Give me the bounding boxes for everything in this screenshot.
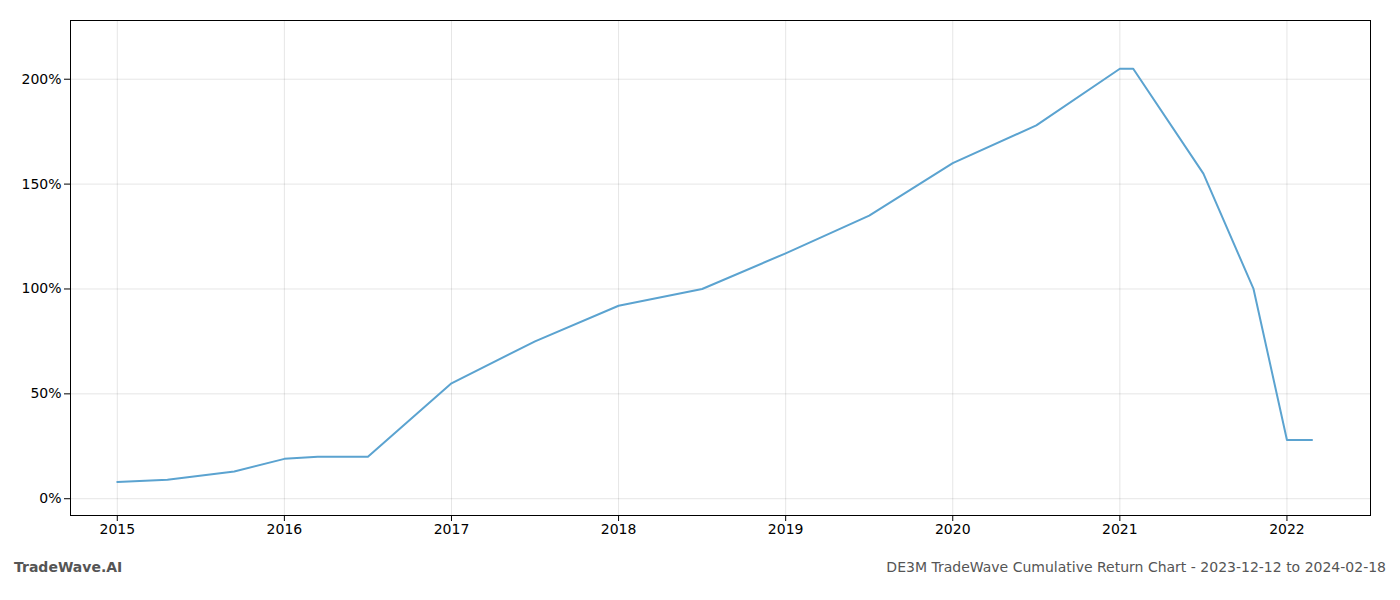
svg-text:2018: 2018 [601, 521, 637, 537]
svg-text:2021: 2021 [1102, 521, 1138, 537]
svg-text:0%: 0% [39, 490, 61, 506]
svg-text:2016: 2016 [267, 521, 303, 537]
svg-text:2015: 2015 [99, 521, 135, 537]
svg-text:2020: 2020 [935, 521, 971, 537]
svg-text:200%: 200% [21, 71, 61, 87]
svg-text:2019: 2019 [768, 521, 804, 537]
html-text:DE3M TradeWave Cumulative Retu: DE3M TradeWave Cumulative Return Chart -… [886, 559, 1386, 575]
svg-text:2022: 2022 [1269, 521, 1305, 537]
svg-text:150%: 150% [21, 176, 61, 192]
svg-text:2017: 2017 [434, 521, 470, 537]
svg-text:100%: 100% [21, 280, 61, 296]
html-text:TradeWave.AI: TradeWave.AI [14, 559, 123, 575]
svg-text:50%: 50% [30, 385, 61, 401]
